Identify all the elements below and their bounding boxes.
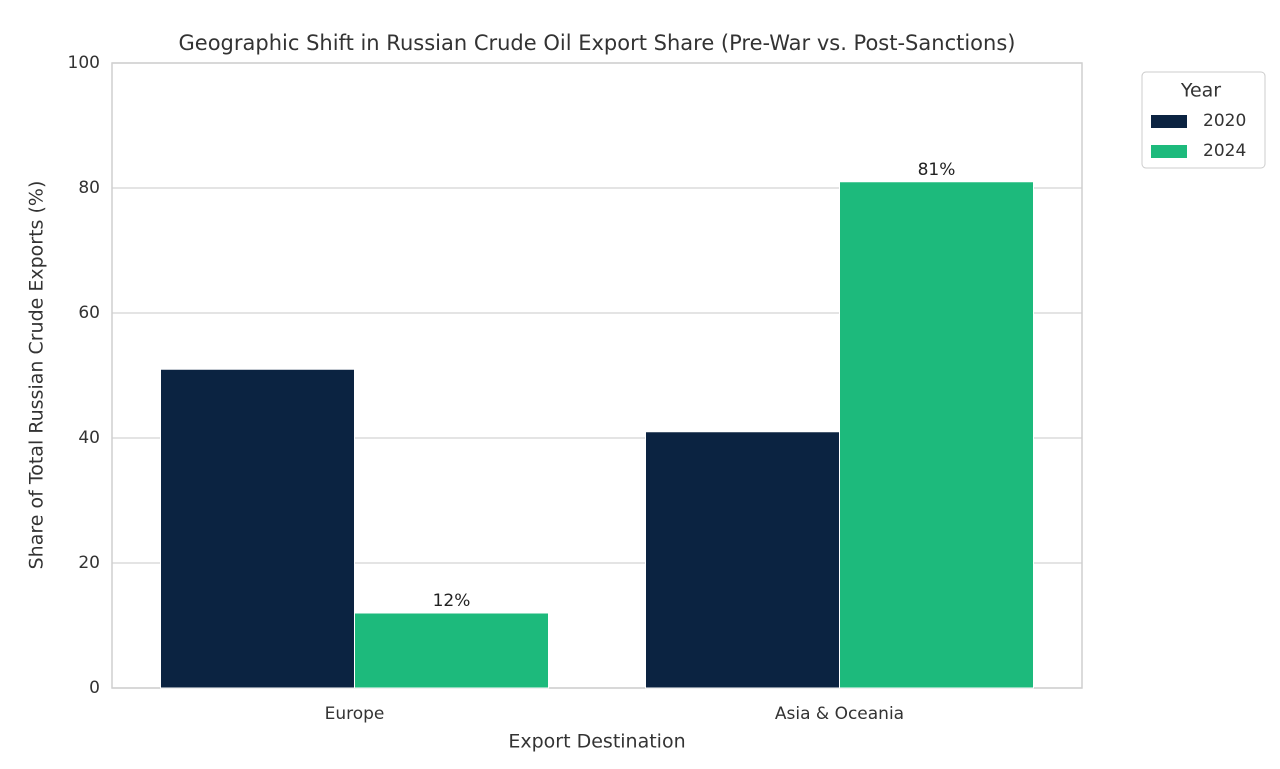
value-label: 12% — [433, 591, 471, 611]
bar — [839, 181, 1034, 689]
y-tick-label: 0 — [89, 678, 100, 698]
value-label: 81% — [918, 160, 956, 180]
legend-label: 2020 — [1203, 111, 1246, 131]
legend-label: 2024 — [1203, 141, 1246, 161]
bar — [160, 368, 355, 689]
y-tick-label: 100 — [68, 53, 100, 73]
legend-title: Year — [1180, 80, 1221, 102]
x-tick-label: Europe — [325, 704, 385, 724]
x-axis-label: Export Destination — [508, 731, 685, 753]
y-tick-label: 20 — [78, 553, 100, 573]
y-tick-label: 80 — [78, 178, 100, 198]
y-tick-label: 60 — [78, 303, 100, 323]
legend-box — [1141, 71, 1266, 169]
bar — [354, 612, 549, 689]
y-axis-label: Share of Total Russian Crude Exports (%) — [26, 181, 48, 570]
y-tick-label: 40 — [78, 428, 100, 448]
legend-swatch — [1151, 115, 1187, 128]
x-tick-label: Asia & Oceania — [775, 704, 904, 724]
plot-frame — [111, 62, 1083, 689]
legend: Year — [1141, 71, 1266, 169]
legend-swatch — [1151, 145, 1187, 158]
chart-title: Geographic Shift in Russian Crude Oil Ex… — [179, 31, 1016, 55]
bar — [645, 431, 840, 689]
